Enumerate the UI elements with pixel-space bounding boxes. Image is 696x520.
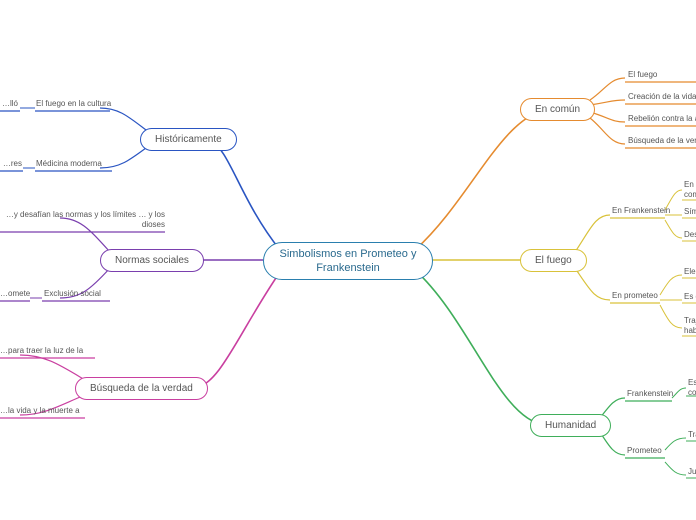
leaf: Rebelión contra la autoridad [628, 114, 696, 124]
leaf: Es rechazado po… conocerlo [688, 378, 696, 398]
leaf: …la vida y la muerte a [0, 406, 80, 416]
group-label: Prometeo [627, 446, 662, 456]
leaf: Búsqueda de la verdad [628, 136, 696, 146]
leaf: El fuego en la cultura [36, 99, 111, 109]
leaf: Trato injusto [688, 430, 696, 440]
leaf: Justicia divina y equi… [688, 467, 696, 477]
leaf: El fuego [628, 70, 657, 80]
leaf: …ometeo [0, 289, 30, 299]
branch-el-fuego[interactable]: El fuego [520, 249, 587, 272]
leaf: Creación de la vida [628, 92, 696, 102]
group-label: En Frankenstein [612, 206, 670, 216]
leaf: Destrucción y pelig… [684, 230, 696, 240]
center-node[interactable]: Simbolismos en Prometeo y Frankenstein [263, 242, 433, 280]
leaf: En la novela, el fuego aparece como mons… [684, 180, 696, 200]
branch-normas[interactable]: Normas sociales [100, 249, 204, 272]
leaf: …para traer la luz de la [0, 346, 83, 356]
group-label: En prometeo [612, 291, 658, 301]
leaf: Elemento clave y fund… [684, 267, 696, 277]
branch-historicamente[interactable]: Históricamente [140, 128, 237, 151]
leaf: Símbolo de la vida c… [684, 207, 696, 217]
leaf: …res [0, 159, 22, 169]
branch-en-comun[interactable]: En común [520, 98, 595, 121]
leaf: Exclusión social [44, 289, 101, 299]
leaf: Trajo consigo la capac… habilidades [684, 316, 696, 336]
branch-busqueda[interactable]: Búsqueda de la verdad [75, 377, 208, 400]
leaf: Es divino [684, 292, 696, 302]
group-label: Frankenstein [627, 389, 673, 399]
leaf: …lló [0, 99, 18, 109]
leaf: Médicina moderna [36, 159, 102, 169]
branch-humanidad[interactable]: Humanidad [530, 414, 611, 437]
leaf: …y desafían las normas y los límites … y… [0, 210, 165, 230]
